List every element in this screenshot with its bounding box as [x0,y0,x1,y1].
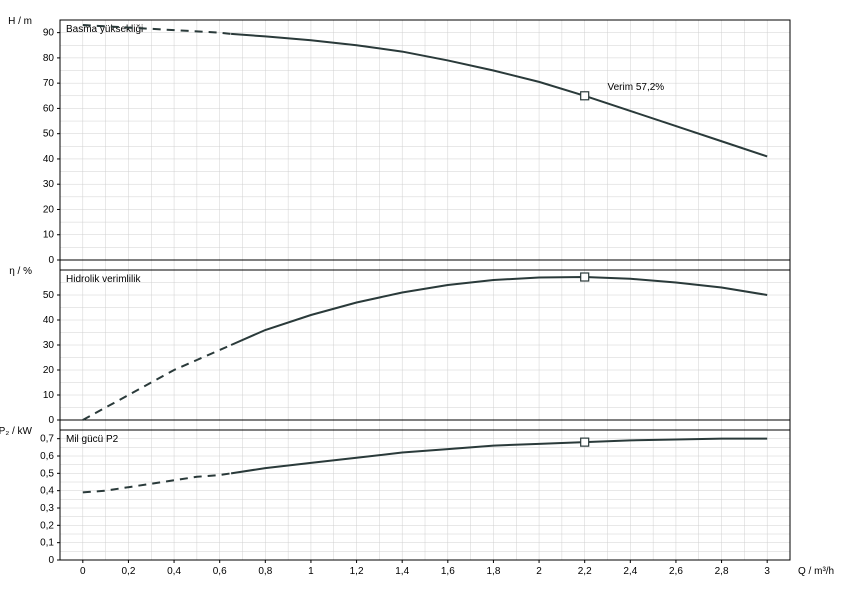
x-tick-label: 1,4 [395,566,409,577]
panel-title-efficiency: Hidrolik verimlilik [66,274,141,285]
y-tick-label: 0,3 [40,503,54,514]
x-tick-label: 1,2 [350,566,364,577]
operating-point-marker-efficiency [581,273,589,281]
y-tick-label: 60 [43,103,55,114]
x-tick-label: 1,8 [486,566,500,577]
y-tick-label: 70 [43,78,55,89]
y-tick-label: 20 [43,204,55,215]
y-tick-label: 0,7 [40,434,54,445]
x-tick-label: 2,4 [623,566,637,577]
pump-curve-chart: 0102030405060708090H / mBasma yüksekliği… [0,0,850,600]
y-tick-label: 20 [43,365,55,376]
y-axis-label: P₂ / kW [0,426,33,437]
x-tick-label: 3 [764,566,770,577]
y-tick-label: 30 [43,340,55,351]
x-tick-label: 0 [80,566,86,577]
y-tick-label: 0 [48,255,54,266]
y-tick-label: 30 [43,179,55,190]
y-tick-label: 10 [43,230,55,241]
x-tick-label: 2 [536,566,542,577]
x-axis-label: Q / m³/h [798,566,834,577]
x-tick-label: 0,8 [258,566,272,577]
y-tick-label: 80 [43,53,55,64]
y-tick-label: 0,2 [40,520,54,531]
x-tick-label: 1 [308,566,314,577]
chart-svg: 0102030405060708090H / mBasma yüksekliği… [0,0,850,600]
y-tick-label: 0,6 [40,451,54,462]
y-tick-label: 0,5 [40,468,54,479]
y-tick-label: 50 [43,129,55,140]
annotation-head: Verim 57,2% [608,82,665,93]
y-tick-label: 0,4 [40,486,54,497]
y-tick-label: 0 [48,555,54,566]
y-tick-label: 10 [43,390,55,401]
y-tick-label: 0 [48,415,54,426]
y-tick-label: 40 [43,154,55,165]
y-tick-label: 0,1 [40,538,54,549]
y-tick-label: 90 [43,28,55,39]
y-tick-label: 50 [43,290,55,301]
operating-point-marker-head [581,92,589,100]
x-tick-label: 2,8 [715,566,729,577]
x-tick-label: 2,6 [669,566,683,577]
y-axis-label: η / % [9,266,32,277]
panel-title-power: Mil gücü P2 [66,434,119,445]
x-tick-label: 0,4 [167,566,181,577]
operating-point-marker-power [581,438,589,446]
x-tick-label: 2,2 [578,566,592,577]
x-tick-label: 0,6 [213,566,227,577]
y-tick-label: 40 [43,315,55,326]
x-tick-label: 1,6 [441,566,455,577]
y-axis-label: H / m [8,16,32,27]
x-tick-label: 0,2 [121,566,135,577]
